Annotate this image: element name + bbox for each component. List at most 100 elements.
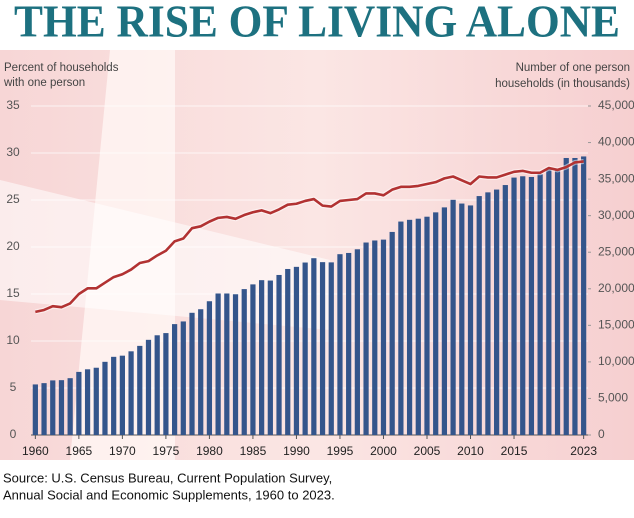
x-tick-label: 1980 (196, 444, 223, 458)
bar (354, 249, 360, 435)
source-note: Source: U.S. Census Bureau, Current Popu… (3, 470, 332, 485)
x-tick-label: 2023 (570, 444, 597, 458)
y2-axis-label: households (in thousands) (495, 78, 630, 90)
bar (328, 262, 334, 435)
bar (137, 345, 143, 435)
bar (163, 333, 169, 435)
bar (546, 168, 552, 435)
y-tick-label: 5 (10, 380, 17, 394)
bar (276, 274, 282, 435)
bar (363, 242, 369, 435)
bar (346, 252, 352, 435)
y2-tick-label: 45,000 (598, 98, 634, 112)
bar (285, 268, 291, 435)
y-tick-label: 35 (6, 98, 20, 112)
x-tick-label: 1960 (22, 444, 49, 458)
source-note: Annual Social and Economic Supplements, … (3, 487, 335, 502)
bar (476, 196, 482, 435)
bar (415, 218, 421, 435)
y-tick-label: 30 (6, 145, 20, 159)
bar (215, 293, 221, 435)
bar (485, 192, 491, 435)
chart-title: THE RISE OF LIVING ALONE (14, 0, 620, 47)
x-tick-label: 2010 (457, 444, 484, 458)
y2-tick-label: 40,000 (598, 135, 634, 149)
bar (111, 356, 117, 435)
x-tick-label: 1965 (66, 444, 93, 458)
bar (93, 367, 99, 435)
bar (102, 361, 108, 435)
bar (520, 176, 526, 435)
bar (32, 384, 38, 435)
bar (293, 266, 300, 435)
y-tick-label: 25 (6, 192, 20, 206)
bar (206, 301, 213, 435)
x-tick-label: 1990 (283, 444, 310, 458)
y-tick-label: 20 (6, 239, 20, 253)
bar (450, 199, 456, 435)
bar (511, 177, 517, 435)
bar (302, 262, 308, 435)
x-tick-label: 2000 (370, 444, 397, 458)
x-tick-label: 2005 (414, 444, 441, 458)
y2-tick-label: 10,000 (598, 354, 634, 368)
y-tick-label: 0 (10, 427, 17, 441)
x-tick-label: 1985 (240, 444, 267, 458)
bar (424, 216, 430, 435)
y2-tick-label: 25,000 (598, 244, 634, 258)
y2-tick-label: 0 (598, 427, 605, 441)
bar (467, 205, 474, 435)
bar (180, 321, 186, 435)
bar (581, 156, 587, 436)
bar (528, 176, 535, 436)
bar (563, 157, 569, 435)
y2-tick-label: 15,000 (598, 318, 634, 332)
y2-axis-label: Number of one person (516, 62, 630, 74)
bar (502, 185, 508, 435)
bar (459, 203, 465, 435)
bar (537, 174, 543, 436)
bar (311, 258, 317, 435)
bar (380, 239, 387, 435)
bar (554, 170, 561, 435)
bar (41, 383, 47, 435)
x-tick-label: 2015 (501, 444, 528, 458)
bar (250, 284, 256, 435)
x-tick-label: 1975 (153, 444, 180, 458)
bar (76, 371, 82, 435)
bar (398, 221, 404, 435)
bar (154, 335, 160, 435)
bar (171, 324, 178, 435)
bar (337, 254, 343, 435)
bar (441, 207, 448, 435)
bar (145, 339, 152, 435)
bar (372, 240, 378, 435)
bar (267, 280, 273, 435)
bar (259, 280, 265, 435)
bar (319, 262, 326, 435)
bar (198, 309, 204, 435)
x-tick-label: 1995 (327, 444, 354, 458)
bar (433, 212, 439, 435)
bar (119, 355, 125, 435)
y-axis-label: with one person (3, 77, 85, 89)
x-tick-label: 1970 (109, 444, 136, 458)
bar (406, 219, 413, 435)
y-axis-label: Percent of households (4, 62, 119, 74)
y-tick-label: 10 (6, 333, 20, 347)
y2-tick-label: 20,000 (598, 281, 634, 295)
y2-tick-label: 35,000 (598, 171, 634, 185)
bar (389, 231, 395, 435)
y-tick-label: 15 (6, 286, 20, 300)
plot-area: 0 5 10 15 20 25 30 35 0 5,000 10,000 15,000 20,000 25… (6, 98, 634, 458)
bar (84, 369, 91, 435)
bar (494, 189, 500, 435)
bar (128, 351, 134, 435)
y2-tick-label: 5,000 (598, 391, 628, 405)
bar (58, 380, 65, 435)
bar (232, 294, 239, 435)
bar (67, 378, 73, 435)
bar (572, 157, 578, 435)
y2-tick-label: 30,000 (598, 208, 634, 222)
